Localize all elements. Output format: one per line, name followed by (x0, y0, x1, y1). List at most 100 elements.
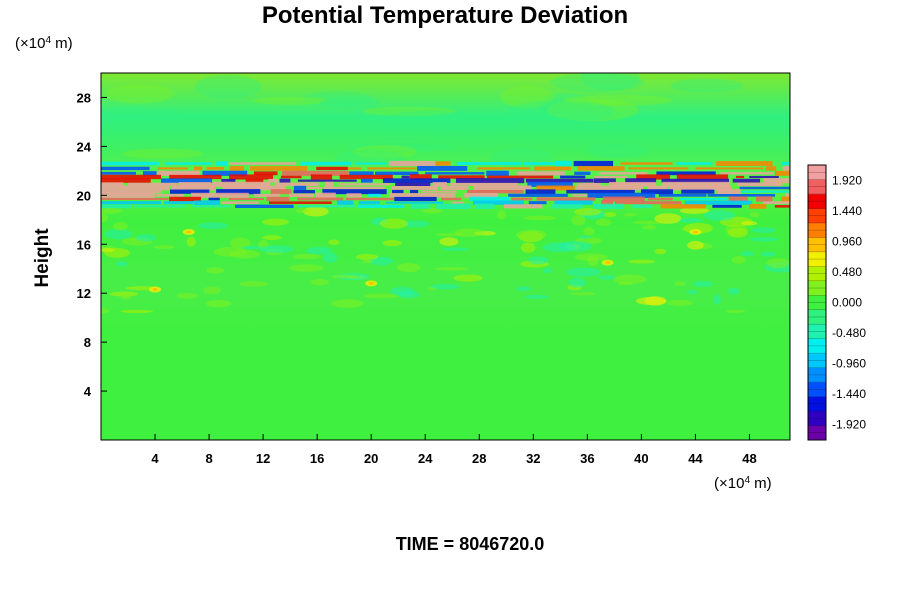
field-patch (328, 239, 340, 245)
field-patch (760, 251, 777, 257)
field-band-segment (367, 167, 417, 170)
field-patch (101, 207, 122, 214)
field-band-segment (566, 189, 635, 194)
field-patch (302, 206, 329, 217)
field-band-segment (297, 179, 357, 182)
x-tick-label: 40 (634, 451, 648, 466)
field-patch (101, 213, 108, 223)
field-band-segment (388, 160, 435, 167)
x-tick-label: 16 (310, 451, 324, 466)
field-patch (602, 212, 617, 218)
field-patch (516, 286, 532, 292)
field-patch (574, 208, 602, 216)
field-patch (430, 284, 461, 290)
x-tick-label: 8 (205, 451, 212, 466)
field-band-segment (391, 186, 438, 190)
field-patch (752, 227, 777, 234)
field-patch (520, 242, 536, 253)
field-band-segment (641, 189, 674, 195)
field-patch (379, 218, 408, 229)
field-band-segment (762, 201, 790, 205)
field-band-segment (221, 201, 259, 204)
field-band-segment (360, 178, 373, 183)
x-tick-label: 48 (742, 451, 756, 466)
colorbar: 1.920 1.440 0.960 0.480 0.000 -0.480 -0.960 -1.… (807, 164, 866, 441)
field-band-segment (527, 181, 573, 187)
field-patch (654, 248, 667, 255)
field-band-segment (266, 196, 290, 202)
field-band-segment (358, 201, 381, 205)
field-band-segment (324, 181, 334, 187)
field-band-segment (280, 175, 302, 179)
field-band-segment (528, 201, 547, 205)
field-band-segment (164, 201, 194, 205)
field-patch (381, 110, 484, 131)
field-patch (306, 246, 332, 255)
field-band-segment (695, 167, 764, 170)
y-tick-label: 12 (77, 286, 91, 301)
field-band-segment (229, 162, 297, 165)
field-band-segment (740, 190, 790, 193)
field-band-segment (401, 175, 410, 179)
colorbar-tick-label: -0.480 (832, 326, 866, 340)
field-patch (692, 280, 714, 288)
field-patch (115, 261, 128, 267)
field-patch (524, 294, 549, 299)
field-band-segment (156, 193, 185, 197)
field-band-segment (101, 201, 161, 205)
field-patch (725, 309, 746, 314)
y-tick-label: 28 (77, 90, 91, 105)
field-patch (550, 73, 644, 92)
field-band-segment (323, 186, 385, 190)
field-band-segment (577, 166, 625, 171)
field-patch (352, 144, 418, 159)
field-band-segment (101, 190, 162, 194)
field-band-segment (425, 172, 485, 175)
field-patch (101, 308, 110, 314)
plot-frame (100, 72, 791, 441)
field-band-segment (593, 178, 616, 183)
field-band-segment (473, 185, 532, 191)
field-band-segment (560, 175, 586, 179)
field-band-segment (160, 178, 213, 183)
field-band-segment (221, 178, 236, 183)
field-band-segment (385, 201, 444, 204)
field-band-segment (763, 178, 790, 184)
field-band-segment (316, 166, 348, 171)
field-band-segment (212, 181, 271, 187)
field-patch (382, 239, 402, 247)
field-band-segment (676, 174, 729, 180)
field-patch (642, 225, 657, 230)
field-band-segment (438, 175, 485, 179)
field-patch (623, 213, 637, 217)
field-patch (355, 253, 379, 260)
field-band-segment (628, 167, 689, 170)
field-band-segment (577, 182, 601, 186)
field-patch (713, 294, 722, 305)
field-background (101, 73, 790, 440)
field-patch (542, 242, 576, 253)
y-tick-label: 20 (77, 188, 91, 203)
field-band-segment (409, 189, 419, 194)
field-patch (213, 246, 247, 257)
field-patch (301, 91, 375, 107)
field-patch (628, 259, 656, 264)
field-patch (120, 295, 133, 300)
field-band-segment (516, 171, 565, 176)
field-band-segment (728, 196, 748, 202)
field-band-segment (194, 200, 220, 205)
field-band-segment (274, 182, 319, 187)
field-band-segment (389, 193, 456, 198)
field-patch (322, 252, 338, 263)
field-patch (670, 78, 743, 93)
field-band-segment (477, 167, 531, 170)
x-tick-label: 36 (580, 451, 594, 466)
x-tick-label: 44 (688, 451, 703, 466)
field-band-segment (297, 205, 356, 208)
field-patch (101, 107, 182, 116)
field-band-segment (456, 162, 522, 165)
field-band-segment (310, 174, 333, 180)
field-band-segment (279, 178, 291, 183)
field-patch (453, 228, 485, 237)
field-patch (241, 245, 262, 250)
